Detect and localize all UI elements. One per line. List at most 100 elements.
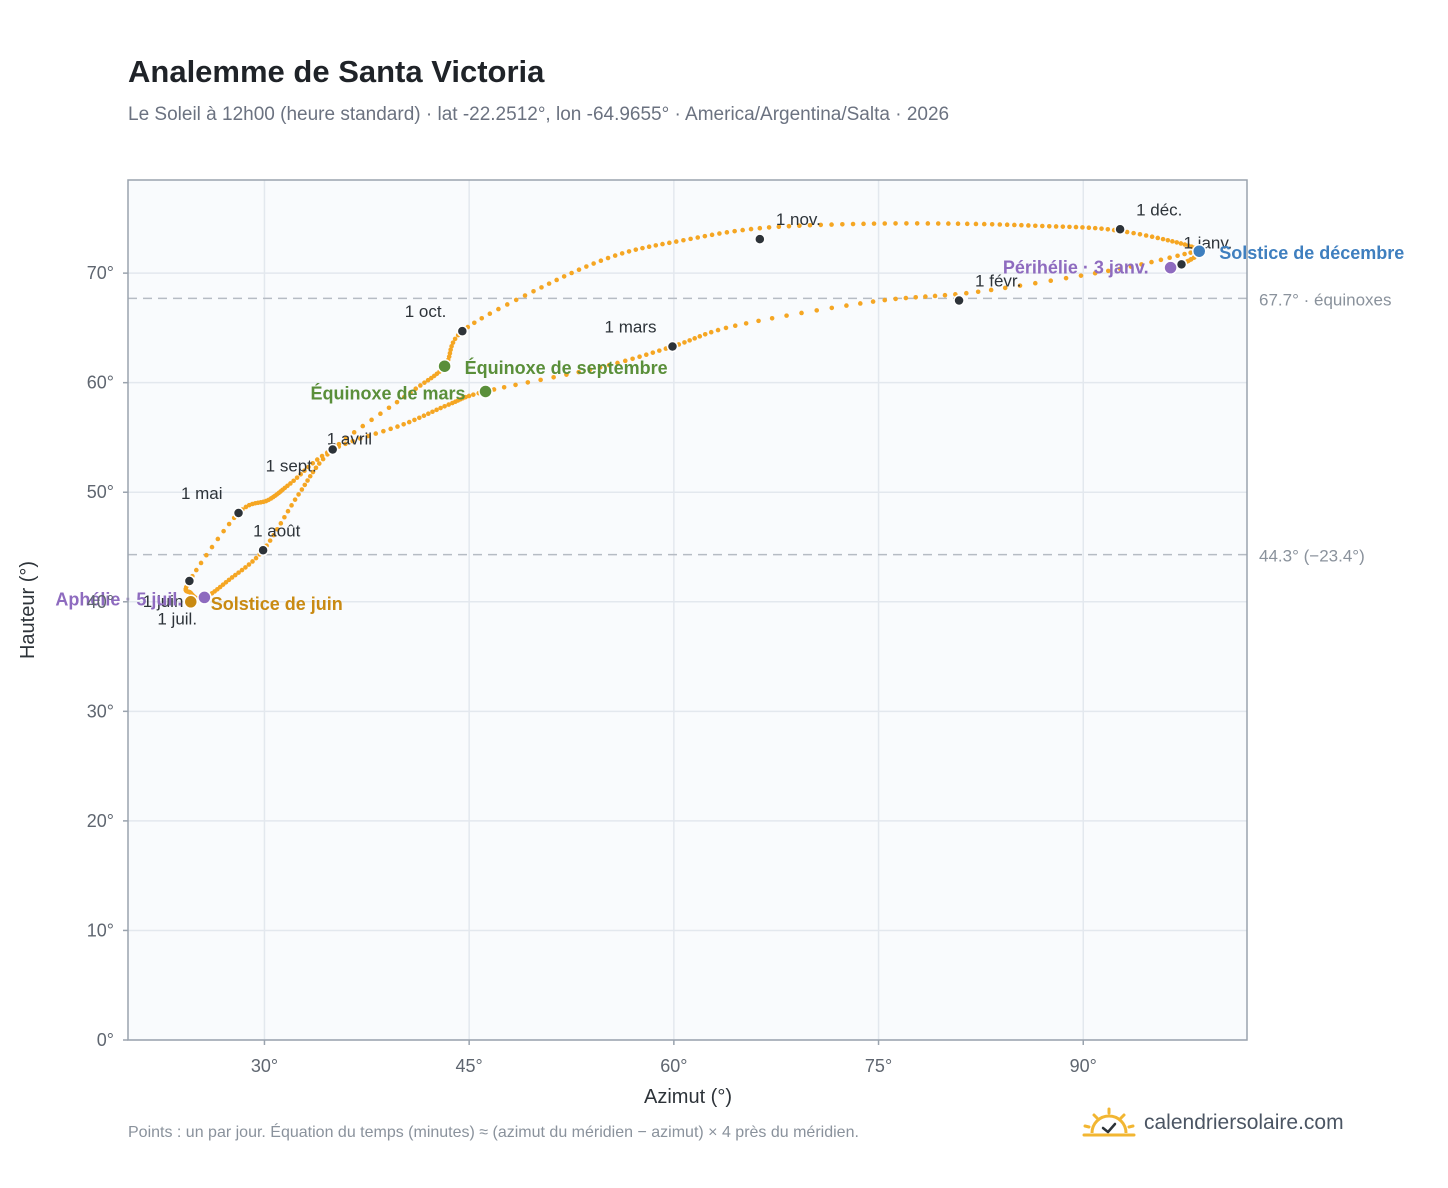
month-label: 1 nov. [776, 210, 821, 229]
event-label: Équinoxe de septembre [465, 357, 668, 378]
daily-point [450, 340, 456, 345]
chart-subtitle: Le Soleil à 12h00 (heure standard) · lat… [128, 104, 950, 125]
brand-name: calendriersolaire.com [1144, 1111, 1344, 1134]
y-tick-label: 40° [87, 592, 114, 612]
brand[interactable]: calendriersolaire.com [1082, 1103, 1344, 1143]
daily-point [378, 411, 383, 416]
daily-point [861, 221, 866, 227]
month-label: 1 févr. [975, 272, 1021, 291]
x-tick-label: 30° [251, 1056, 278, 1076]
month-marker [183, 575, 196, 587]
daily-point [253, 555, 259, 561]
daily-point [1128, 264, 1134, 269]
daily-point [769, 315, 775, 321]
daily-point [576, 267, 582, 272]
daily-point [450, 400, 455, 406]
daily-point [626, 249, 632, 254]
month-label: 1 sept. [266, 457, 317, 476]
daily-point [449, 343, 454, 349]
daily-point [448, 347, 453, 353]
daily-point [538, 377, 543, 383]
month-marker [1114, 223, 1126, 236]
daily-point [766, 225, 772, 230]
daily-point [310, 469, 316, 475]
daily-point [667, 240, 672, 246]
daily-point [267, 538, 273, 543]
reference-line-label: 44.3° (−23.4°) [1259, 547, 1365, 566]
daily-point [336, 441, 342, 447]
daily-point [1160, 236, 1166, 242]
daily-point [1033, 223, 1038, 229]
daily-point [757, 225, 763, 231]
daily-point [221, 528, 226, 534]
daily-point [1063, 275, 1069, 281]
daily-point [1080, 225, 1085, 230]
daily-point [903, 295, 909, 301]
daily-point [274, 527, 280, 532]
daily-point [692, 336, 697, 341]
daily-point [1170, 239, 1175, 244]
daily-point [1117, 266, 1123, 272]
daily-point [637, 354, 642, 360]
daily-point [551, 374, 556, 380]
daily-point [472, 320, 477, 326]
event-label: Aphélie · 5 juil. [55, 589, 182, 609]
daily-point [870, 299, 876, 304]
daily-point [343, 436, 349, 441]
daily-point [198, 560, 204, 566]
daily-point [395, 424, 400, 429]
y-tick-label: 10° [87, 920, 114, 940]
daily-point [357, 436, 363, 441]
daily-point [723, 325, 729, 331]
daily-point [633, 247, 639, 252]
daily-point [1105, 268, 1111, 274]
daily-point [932, 293, 938, 299]
daily-point [597, 365, 603, 370]
daily-point [539, 285, 544, 290]
daily-point [640, 245, 645, 251]
daily-point [598, 258, 604, 264]
daily-point [1167, 255, 1172, 261]
reference-lines: 67.7° · équinoxes 44.3° (−23.4°) [128, 290, 1392, 566]
daily-point [1182, 251, 1187, 257]
x-tick-label: 90° [1070, 1056, 1097, 1076]
daily-point [975, 289, 981, 295]
daily-point [296, 492, 301, 497]
daily-point [215, 536, 221, 542]
x-axis-label: Azimut (°) [644, 1086, 732, 1108]
event-label: Solstice de décembre [1219, 243, 1404, 263]
daily-point [1139, 262, 1144, 267]
daily-point [756, 318, 761, 324]
event-marker [197, 590, 212, 605]
daily-point [740, 227, 745, 233]
event-marker [478, 384, 493, 399]
daily-point [964, 290, 969, 296]
daily-point [1175, 253, 1180, 259]
daily-point [942, 292, 948, 298]
daily-point [388, 426, 393, 432]
daily-point [365, 433, 371, 439]
reference-line-label: 67.7° · équinoxes [1259, 290, 1392, 309]
daily-point [1040, 223, 1045, 229]
daily-point [316, 461, 322, 466]
daily-point [643, 352, 649, 357]
daily-point [406, 419, 412, 425]
daily-point [452, 336, 458, 342]
daily-point [612, 253, 618, 258]
daily-point [893, 221, 898, 226]
y-tick-label: 0° [97, 1030, 114, 1050]
daily-point [829, 222, 834, 227]
daily-point [360, 423, 366, 429]
daily-point [305, 478, 310, 483]
daily-point [1026, 223, 1031, 228]
daily-point [682, 340, 687, 345]
daily-point [501, 384, 507, 390]
plot-frame [127, 179, 1248, 1041]
daily-point [650, 350, 656, 355]
daily-point [1002, 285, 1008, 291]
daily-point [522, 293, 528, 298]
daily-point [434, 407, 439, 413]
daily-point [1131, 230, 1136, 236]
